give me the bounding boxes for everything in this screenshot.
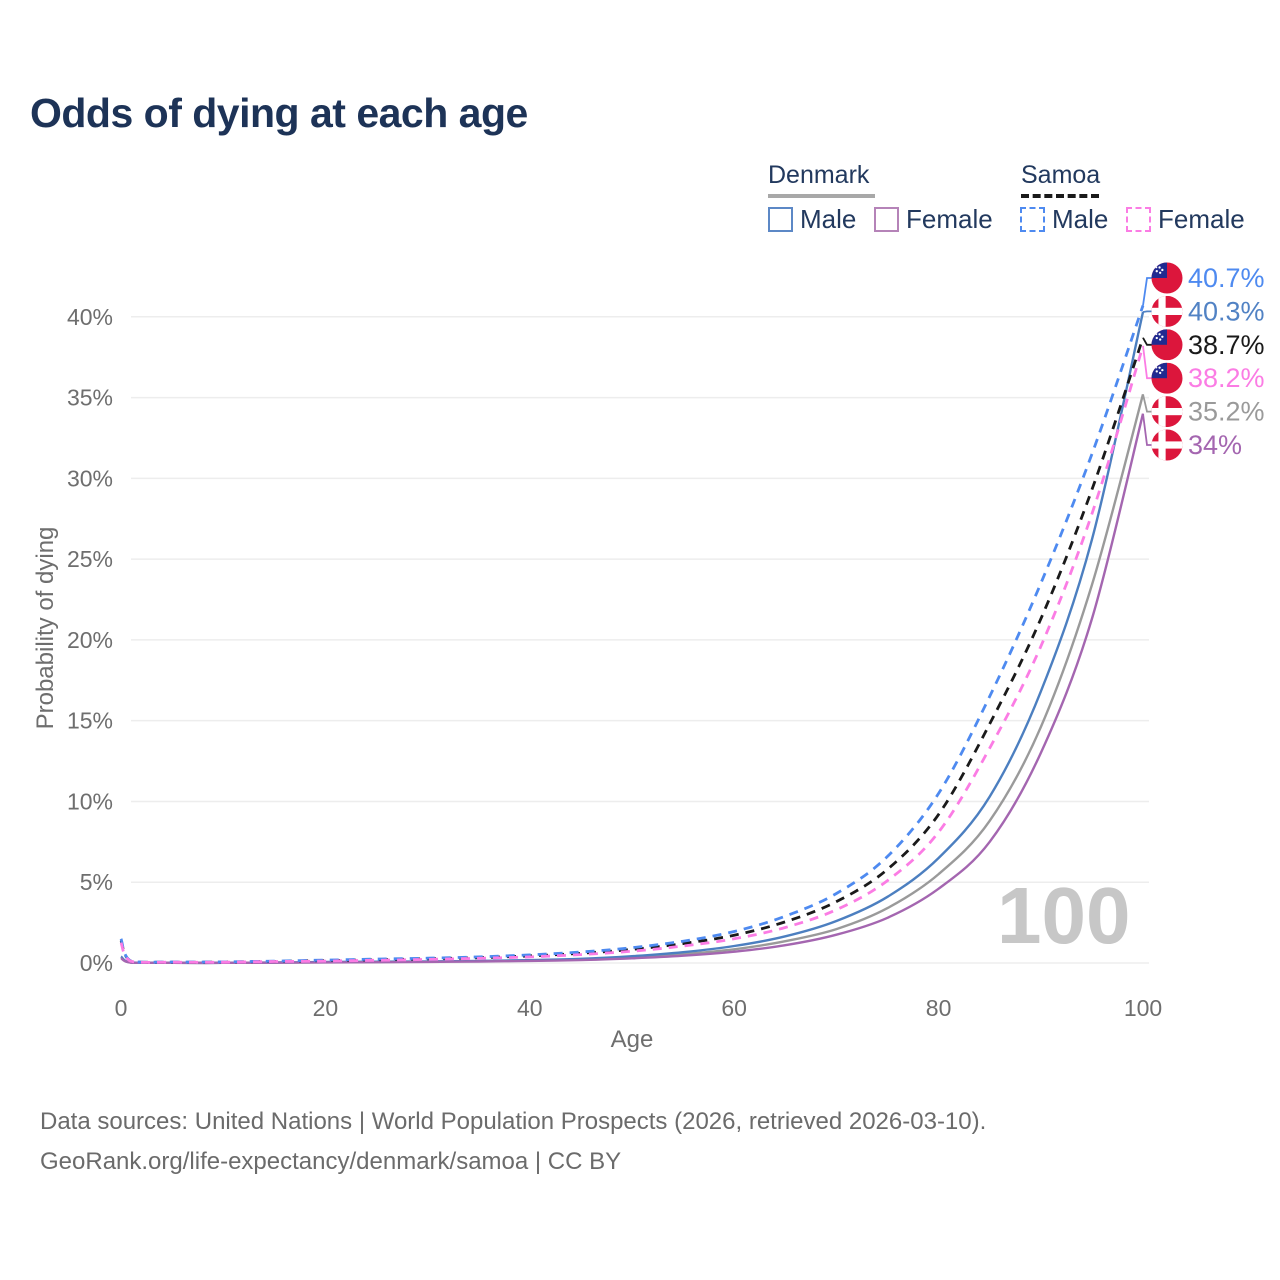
- x-tick-label: 100: [1124, 995, 1162, 1021]
- samoa-male-swatch-icon: [1020, 206, 1045, 232]
- legend-denmark-male-label: Male: [800, 203, 857, 234]
- y-tick-label: 20%: [67, 627, 113, 653]
- y-tick-label: 40%: [67, 304, 113, 330]
- end-value-label: 34%: [1188, 430, 1242, 460]
- x-tick-label: 40: [517, 995, 543, 1021]
- denmark-female-swatch-icon: [874, 206, 899, 232]
- end-value-label: 40.3%: [1188, 296, 1265, 326]
- samoa_all-connector: [1142, 337, 1152, 346]
- denmark-male-swatch-icon: [768, 206, 793, 232]
- y-tick-label: 10%: [67, 788, 113, 814]
- denmark_male-connector: [1142, 310, 1152, 313]
- attribution-note: GeoRank.org/life-expectancy/denmark/samo…: [40, 1148, 622, 1175]
- end-value-label: 38.7%: [1188, 330, 1265, 360]
- samoa_female-connector: [1142, 345, 1152, 380]
- data-sources-note: Data sources: United Nations | World Pop…: [40, 1108, 987, 1135]
- legend-samoa-male-label: Male: [1052, 203, 1109, 234]
- samoa_female-line[interactable]: [119, 345, 1145, 964]
- y-tick-label: 35%: [67, 385, 113, 411]
- legend-group-denmark-label: Denmark: [768, 161, 870, 189]
- denmark_all-line[interactable]: [120, 393, 1145, 965]
- y-tick-label: 30%: [67, 465, 113, 491]
- x-tick-label: 20: [313, 995, 339, 1021]
- legend-samoa-male-checkbox[interactable]: Male: [1020, 203, 1108, 235]
- y-tick-label: 5%: [80, 869, 113, 895]
- denmark_male-line[interactable]: [120, 311, 1145, 965]
- samoa-flag-icon: [1151, 362, 1183, 394]
- legend-denmark-line-sample: [768, 194, 875, 198]
- denmark_female-line[interactable]: [120, 413, 1145, 965]
- samoa-flag-icon: [1151, 262, 1183, 294]
- y-tick-label: 15%: [67, 708, 113, 734]
- legend-samoa-line-sample: [1021, 194, 1099, 198]
- denmark_female-connector: [1142, 413, 1152, 446]
- y-tick-label: 25%: [67, 546, 113, 572]
- legend-group-samoa-label: Samoa: [1021, 161, 1101, 189]
- samoa-female-swatch-icon: [1126, 206, 1151, 232]
- age-watermark: 100: [997, 871, 1131, 960]
- denmark-flag-icon: [1151, 396, 1183, 428]
- samoa_all-line[interactable]: [119, 337, 1145, 964]
- x-tick-label: 0: [115, 995, 128, 1021]
- denmark-flag-icon: [1151, 429, 1183, 461]
- samoa_male-line[interactable]: [119, 305, 1145, 964]
- page-title: Odds of dying at each age: [30, 90, 528, 136]
- end-value-label: 35.2%: [1188, 397, 1265, 427]
- samoa_male-connector: [1142, 277, 1152, 306]
- x-tick-label: 80: [926, 995, 952, 1021]
- denmark_all-connector: [1142, 394, 1152, 413]
- legend-samoa-female-label: Female: [1158, 203, 1245, 234]
- end-value-label: 40.7%: [1188, 263, 1265, 293]
- x-tick-label: 60: [721, 995, 747, 1021]
- legend-denmark-female-label: Female: [906, 203, 993, 234]
- legend-samoa-female-checkbox[interactable]: Female: [1126, 203, 1245, 235]
- denmark-flag-icon: [1151, 295, 1183, 327]
- legend-denmark-female-checkbox[interactable]: Female: [874, 203, 993, 235]
- samoa-flag-icon: [1151, 329, 1183, 361]
- legend-denmark-male-checkbox[interactable]: Male: [768, 203, 856, 235]
- y-tick-label: 0%: [80, 950, 113, 976]
- x-axis-title: Age: [610, 1026, 654, 1053]
- end-value-label: 38.2%: [1188, 363, 1265, 393]
